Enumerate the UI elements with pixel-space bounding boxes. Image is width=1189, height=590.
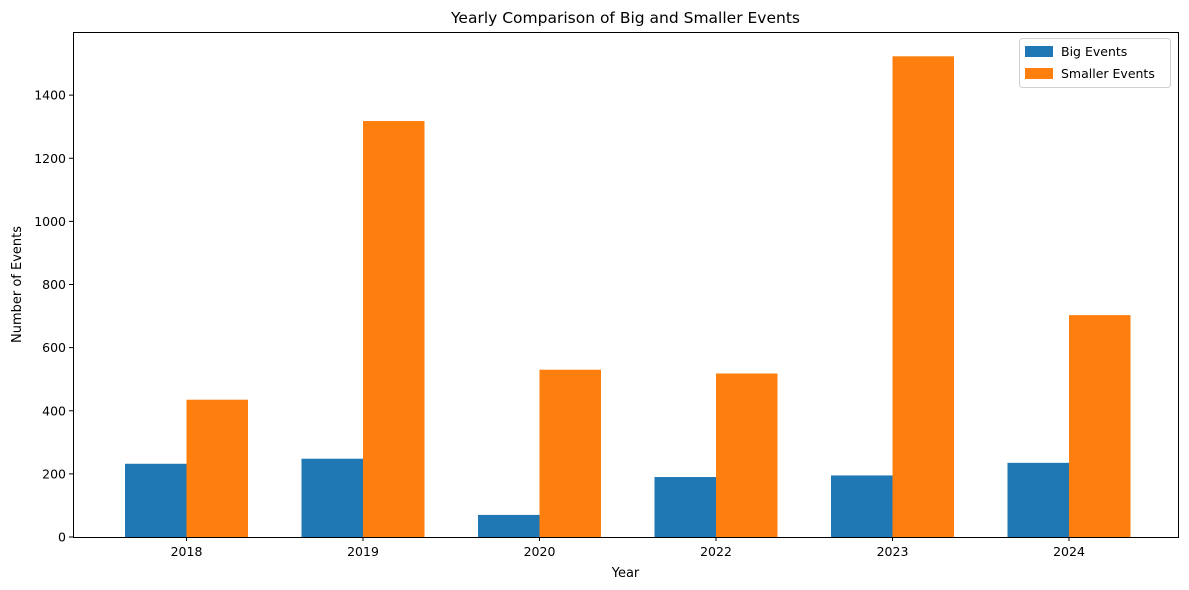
chart-title: Yearly Comparison of Big and Smaller Eve… (450, 9, 800, 27)
y-tick-label: 800 (42, 277, 66, 292)
x-axis: 2018 2019 2020 2022 2023 2024 (171, 537, 1085, 559)
big-events-bar-2019 (301, 458, 363, 537)
bars-group (125, 56, 1131, 537)
smaller-events-bar-2019 (363, 121, 425, 537)
y-tick-label: 1000 (34, 214, 66, 229)
big-events-bar-2020 (478, 514, 540, 537)
smaller-events-bar-2022 (716, 373, 778, 537)
legend-swatch-big-events (1025, 46, 1053, 57)
x-tick-label: 2018 (171, 544, 203, 559)
smaller-events-bar-2024 (1069, 315, 1131, 537)
big-events-bar-2024 (1007, 462, 1069, 537)
big-events-bar-2023 (831, 475, 893, 537)
smaller-events-bar-2018 (186, 399, 248, 537)
smaller-events-bar-2023 (892, 56, 954, 537)
legend: Big Events Smaller Events (1019, 38, 1171, 88)
x-axis-title: Year (611, 566, 640, 581)
y-axis-title: Number of Events (10, 226, 25, 343)
legend-label-big-events: Big Events (1061, 44, 1127, 59)
plot-frame (73, 32, 1179, 538)
x-tick-label: 2024 (1053, 544, 1085, 559)
big-events-bar-2018 (125, 463, 187, 537)
legend-swatch-smaller-events (1025, 68, 1053, 79)
y-tick-label: 1200 (34, 151, 66, 166)
legend-box (1019, 38, 1171, 88)
smaller-events-bar-2020 (539, 369, 601, 537)
y-tick-label: 600 (42, 340, 66, 355)
x-tick-label: 2019 (347, 544, 379, 559)
y-tick-label: 200 (42, 466, 66, 481)
y-tick-label: 0 (58, 530, 66, 545)
x-tick-label: 2023 (877, 544, 909, 559)
legend-label-smaller-events: Smaller Events (1061, 66, 1155, 81)
y-tick-label: 400 (42, 403, 66, 418)
y-axis: 0 200 400 600 800 1000 1200 1400 (34, 88, 73, 545)
y-tick-label: 1400 (34, 88, 66, 103)
x-tick-label: 2020 (524, 544, 556, 559)
big-events-bar-2022 (654, 477, 716, 537)
x-tick-label: 2022 (700, 544, 732, 559)
